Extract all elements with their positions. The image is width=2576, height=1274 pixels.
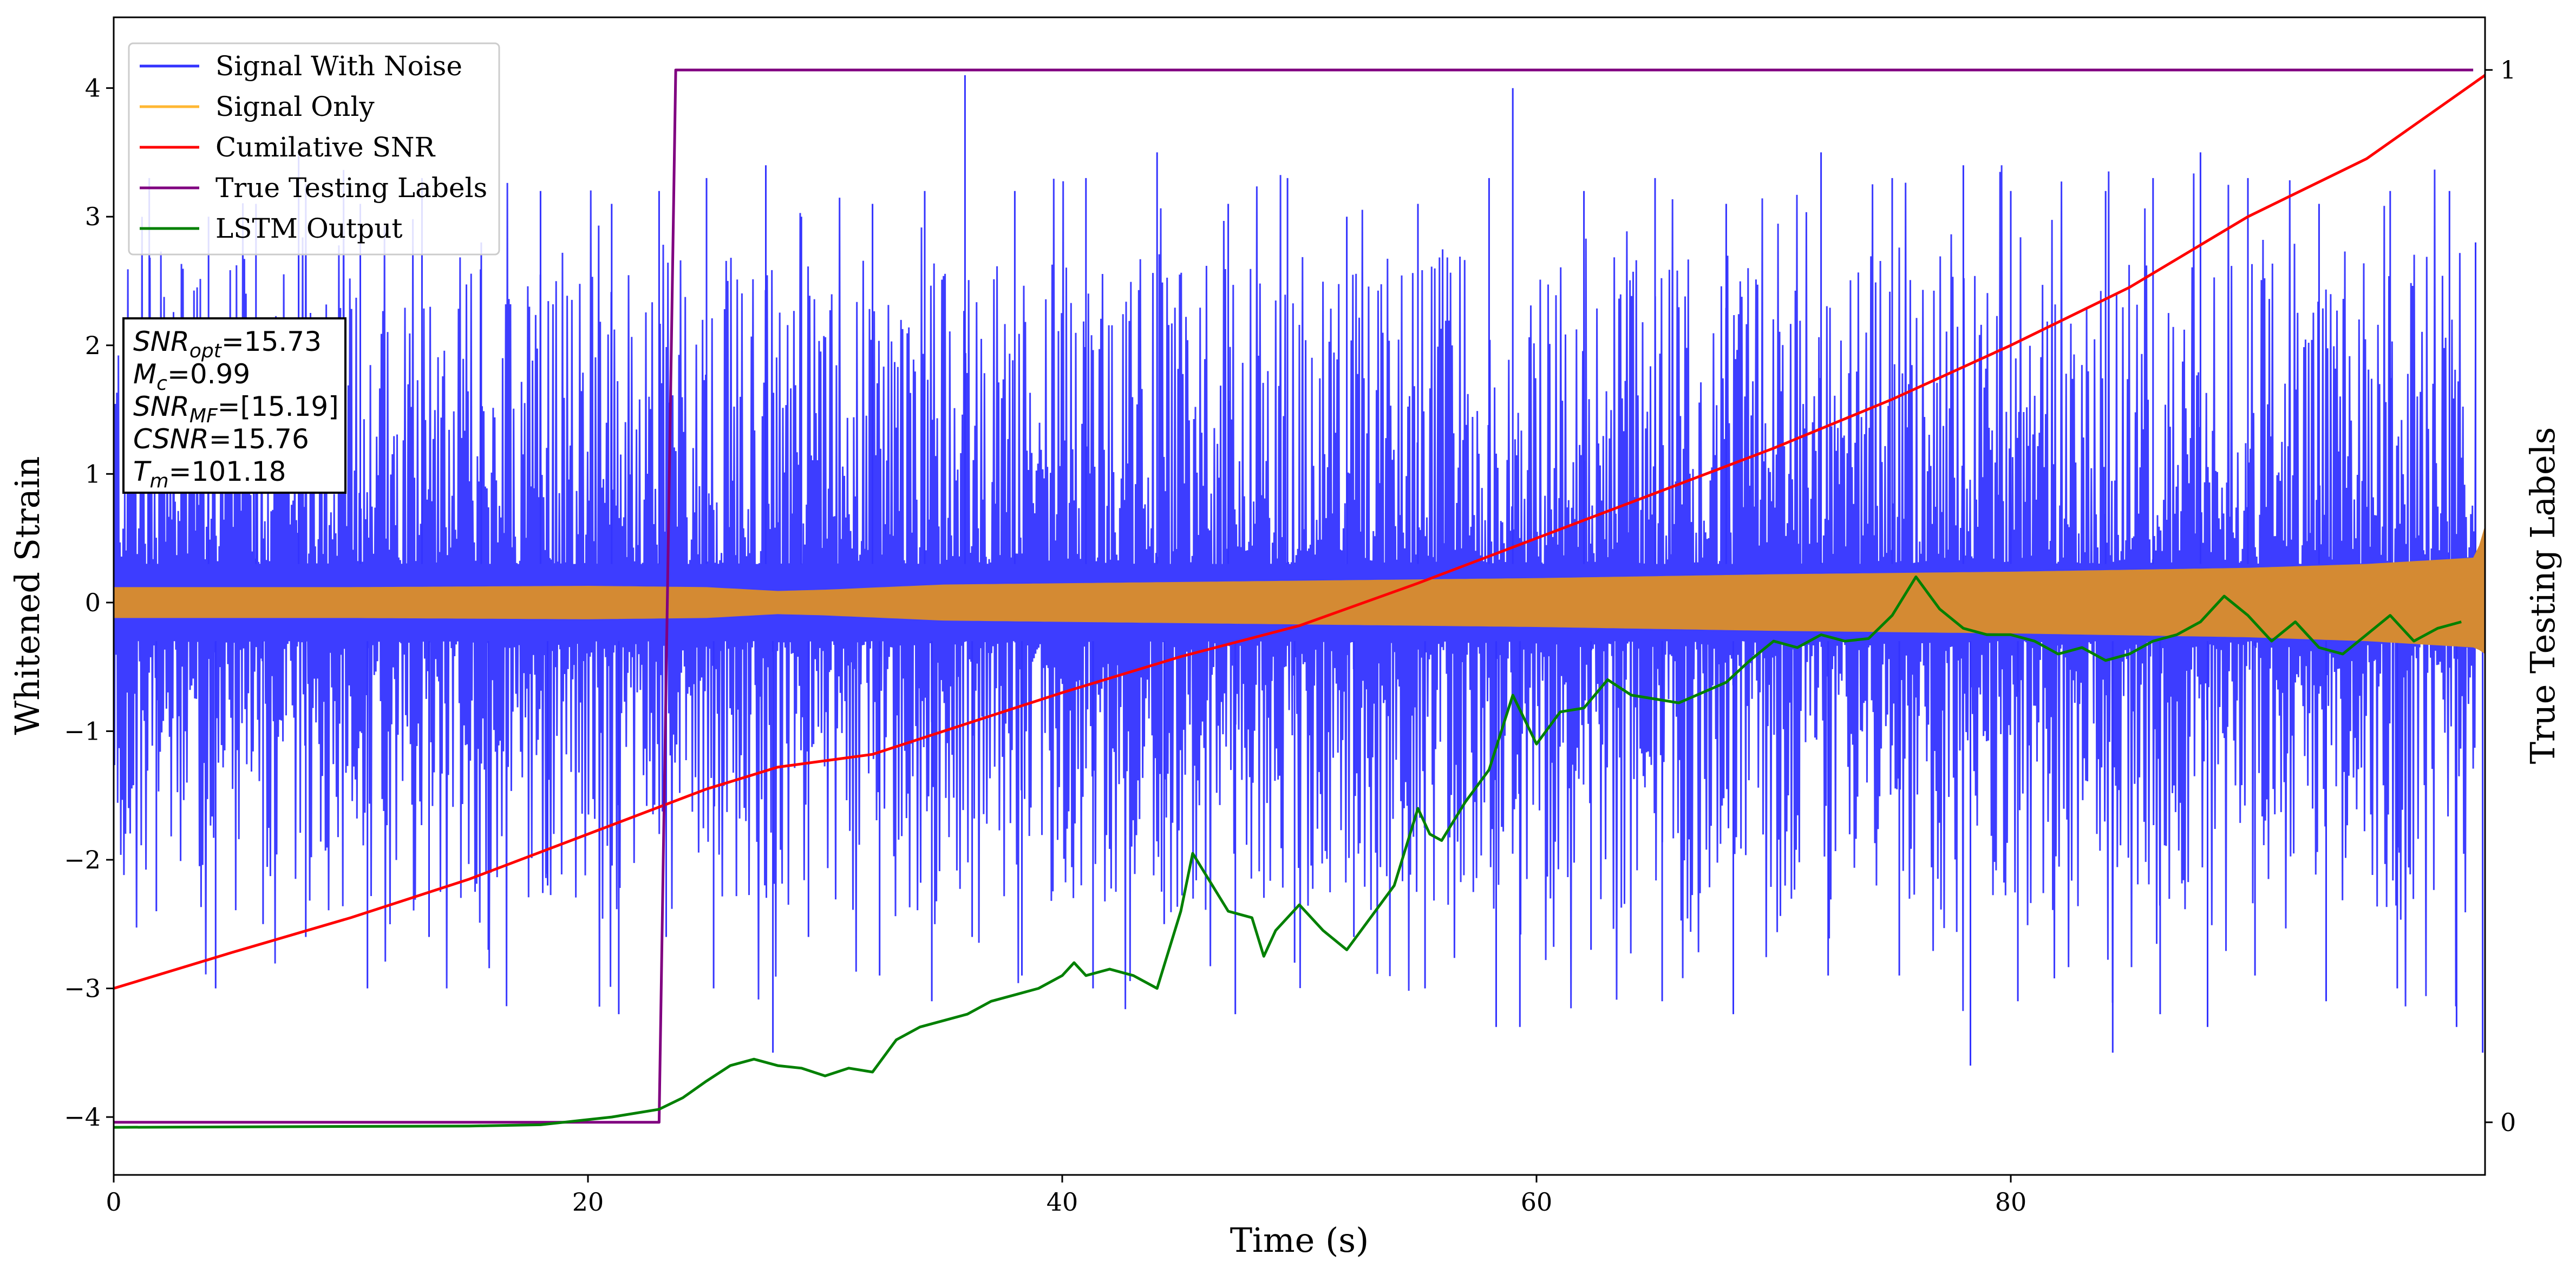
x-tick-label: 0: [106, 1187, 121, 1217]
signal-only-envelope: [114, 525, 2485, 654]
annotation-line: Mc=0.99: [133, 358, 250, 395]
y2-axis-label: True Testing Labels: [2523, 427, 2562, 765]
annotation-box: [122, 317, 346, 494]
legend-label: True Testing Labels: [215, 172, 487, 204]
y2-tick-label: 0: [2500, 1108, 2516, 1137]
y2-axis-ticks: 01: [2485, 55, 2516, 1137]
signal-with-noise-trace: [114, 165, 2476, 1011]
cumilative-snr-line: [114, 74, 2485, 990]
x-tick-label: 40: [1047, 1187, 1078, 1217]
y-axis-label: Whitened Strain: [8, 456, 47, 735]
legend-label: LSTM Output: [215, 213, 402, 244]
plot-area: [114, 68, 2485, 1129]
y-tick-label: 4: [85, 74, 101, 103]
legend-label: Cumilative SNR: [215, 132, 435, 163]
x-axis-label: Time (s): [1230, 1220, 1369, 1260]
annotation-line: Tm=101.18: [133, 456, 286, 492]
stats-annotation: SNRopt=15.73Mc=0.99SNRMF=[15.19]CSNR=15.…: [122, 317, 346, 494]
y-tick-label: 2: [85, 331, 101, 360]
y-tick-label: −2: [64, 845, 101, 874]
true-testing-labels-line: [114, 68, 2474, 1124]
y-tick-label: 1: [85, 459, 101, 488]
annotation-line: SNRMF=[15.19]: [133, 391, 339, 427]
legend-label: Signal With Noise: [215, 50, 462, 82]
series-cumilative-snr: [114, 74, 2485, 990]
series-true-testing-labels: [114, 68, 2474, 1124]
plot-frame: [113, 16, 2486, 1176]
legend-box: [128, 42, 500, 256]
x-tick-label: 20: [572, 1187, 604, 1217]
x-tick-label: 60: [1521, 1187, 1553, 1217]
annotation-line: SNRopt=15.73: [133, 326, 322, 362]
series-lstm-output: [114, 575, 2462, 1129]
y2-tick-label: 1: [2500, 55, 2516, 84]
legend-label: Signal Only: [215, 91, 375, 122]
x-axis-ticks: 0 20 40 60 80: [106, 1175, 2026, 1217]
y-tick-label: −3: [64, 974, 101, 1003]
series-signal-only: [114, 525, 2485, 654]
y-tick-label: −4: [64, 1102, 101, 1132]
y-tick-label: 3: [85, 202, 101, 231]
y-tick-label: 0: [85, 588, 101, 617]
legend: Signal With Noise Signal Only Cumilative S…: [128, 42, 500, 256]
y-tick-label: −1: [64, 716, 101, 746]
lstm-output-line: [114, 575, 2462, 1129]
y-axis-ticks: −4 −3 −2 −1 0 1 2 3 4: [64, 74, 114, 1132]
annotation-line: CSNR=15.76: [133, 423, 309, 455]
x-tick-label: 80: [1995, 1187, 2027, 1217]
